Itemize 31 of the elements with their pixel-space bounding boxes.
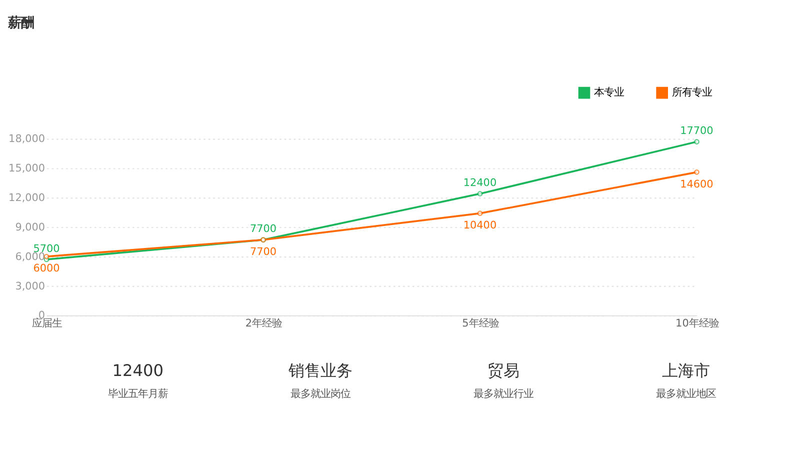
data-label: 17700 [680,125,714,138]
chart-title: 薪酬 [7,14,34,31]
legend-label: 所有专业 [672,86,712,99]
data-label: 12400 [463,177,497,190]
text: 销售业务 [288,361,353,380]
x-tick-label: 2年经验 [245,317,282,330]
y-tick-label: 18,000 [8,133,46,146]
point [694,169,700,175]
text: 最多就业地区 [656,388,716,400]
x-tick-label: 应届生 [32,317,62,330]
text: 12400 [112,361,164,380]
y-tick-label: 3,000 [15,280,46,292]
y-tick-label: 9,000 [15,221,46,234]
data-label: 6000 [33,262,60,275]
text: 最多就业岗位 [290,388,351,400]
text: 最多就业行业 [473,388,534,400]
point [477,210,483,216]
data-label: 10400 [463,220,497,232]
legend-label: 本专业 [594,86,624,99]
text: 毕业五年月薪 [108,388,168,400]
point [694,139,700,144]
data-label: 14600 [680,178,714,190]
text: 贸易 [487,361,520,380]
data-label: 7700 [250,246,277,258]
y-tick-label: 15,000 [8,162,46,175]
text: 上海市 [662,361,710,380]
point [477,191,483,196]
x-tick-label: 10年经验 [676,317,719,330]
data-label: 7700 [250,223,277,236]
x-tick-label: 5年经验 [462,317,499,330]
y-tick-label: 12,000 [8,192,46,204]
